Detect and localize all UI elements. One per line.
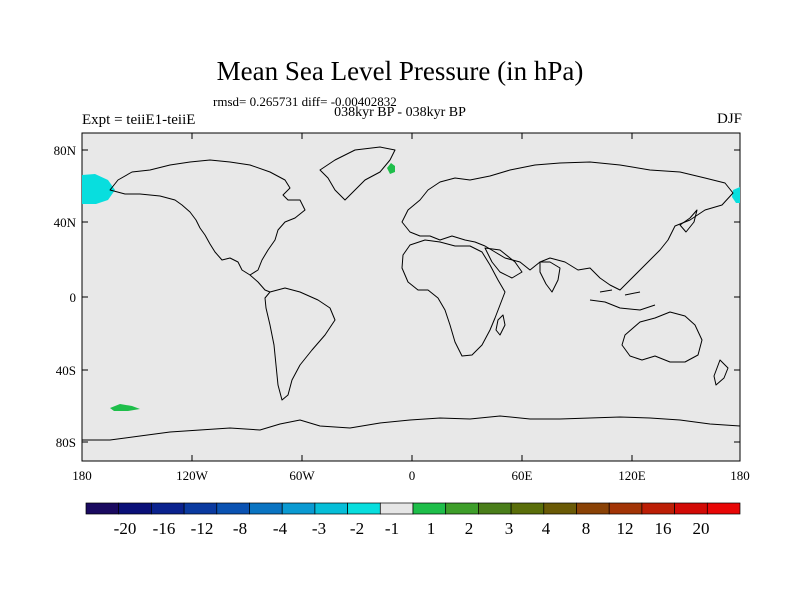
anomaly-greenland-sea	[387, 163, 395, 174]
colorbar: -20 -16 -12 -8 -4 -3 -2 -1 1 2 3 4 8 12 16 20	[85, 502, 741, 538]
colorbar-label: 2	[465, 519, 474, 538]
lon-tick-label: 0	[409, 468, 416, 483]
colorbar-label: -3	[312, 519, 326, 538]
colorbar-swatch	[347, 502, 381, 515]
colorbar-label: 16	[655, 519, 672, 538]
coast-indonesia	[589, 289, 656, 311]
lat-tick-label: 0	[70, 290, 77, 305]
coast-greenland	[319, 146, 396, 201]
coast-africa	[401, 239, 506, 357]
colorbar-swatch	[85, 502, 120, 515]
lon-tick-label: 60W	[289, 468, 315, 483]
map-subtitle: 038kyr BP - 038kyr BP	[334, 105, 466, 120]
lon-tick-label: 180	[72, 468, 92, 483]
colorbar-swatch	[314, 502, 348, 515]
coast-south-america	[264, 287, 336, 401]
colorbar-swatch	[641, 502, 675, 515]
colorbar-swatch	[249, 502, 283, 515]
colorbar-swatch	[445, 502, 479, 515]
experiment-label: Expt = teiiE1-teiiE	[82, 112, 196, 128]
coast-north-america	[109, 159, 306, 276]
lat-tick-label: 40N	[54, 215, 77, 230]
colorbar-label: 3	[505, 519, 514, 538]
coast-new-zealand	[713, 359, 729, 386]
anomaly-north-pacific-west	[82, 174, 115, 204]
colorbar-label: 4	[542, 519, 551, 538]
lat-tick-label: 80S	[56, 435, 76, 450]
anomaly-south-pacific	[110, 404, 140, 411]
colorbar-swatch	[706, 502, 741, 515]
coast-europe-asia	[401, 161, 734, 291]
colorbar-swatch	[478, 502, 512, 515]
colorbar-label: 1	[427, 519, 436, 538]
lat-tick-label: 40S	[56, 363, 76, 378]
colorbar-label: -16	[153, 519, 176, 538]
colorbar-swatch	[151, 502, 185, 515]
colorbar-swatch	[543, 502, 577, 515]
colorbar-swatch	[674, 502, 708, 515]
stats-text: rmsd= 0.265731 diff= -0.00402832	[213, 94, 397, 109]
map-panel	[81, 132, 741, 462]
colorbar-swatch	[510, 502, 545, 515]
colorbar-label: 12	[617, 519, 634, 538]
lon-tick-label: 60E	[512, 468, 533, 483]
colorbar-label: -12	[191, 519, 214, 538]
colorbar-swatch	[412, 502, 447, 515]
coast-antarctica	[82, 415, 741, 441]
colorbar-swatch	[576, 502, 610, 515]
colorbar-swatch	[281, 502, 316, 515]
anomaly-north-pacific-east	[732, 187, 740, 203]
colorbar-swatch	[608, 502, 643, 515]
coast-arabia	[484, 247, 523, 279]
lon-tick-label: 120E	[618, 468, 646, 483]
map-title: Mean Sea Level Pressure (in hPa)	[216, 56, 584, 86]
coast-australia	[621, 311, 703, 363]
season-label: DJF	[716, 111, 742, 127]
coastlines	[82, 146, 741, 441]
colorbar-swatch	[379, 502, 414, 515]
colorbar-swatch	[118, 502, 152, 515]
map-axes: 180 120W 60W 0 60E 120E 180 80N 40N 0 40S 80S	[54, 133, 750, 483]
colorbar-label: 20	[693, 519, 710, 538]
colorbar-label: -2	[350, 519, 364, 538]
coast-india	[539, 261, 561, 293]
lon-tick-label: 180	[730, 468, 750, 483]
colorbar-swatch	[183, 502, 218, 515]
colorbar-label: 8	[582, 519, 591, 538]
lon-tick-label: 120W	[176, 468, 209, 483]
lat-tick-label: 80N	[54, 143, 77, 158]
coast-japan	[679, 209, 698, 233]
colorbar-swatch	[216, 502, 250, 515]
colorbar-label: -1	[385, 519, 399, 538]
coast-madagascar	[495, 314, 506, 336]
colorbar-label: -8	[233, 519, 247, 538]
coast-central-america	[249, 274, 271, 293]
map-background	[81, 132, 741, 462]
colorbar-label: -20	[114, 519, 137, 538]
colorbar-label: -4	[273, 519, 288, 538]
